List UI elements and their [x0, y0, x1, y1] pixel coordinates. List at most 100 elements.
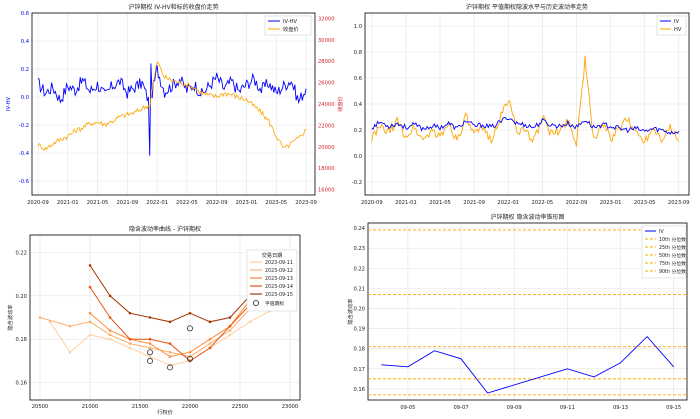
- smile-point: [168, 320, 172, 324]
- right-y-tick-label: 18000: [318, 166, 335, 172]
- cone-plot-frame: [367, 222, 688, 401]
- atm-marker: [186, 355, 193, 362]
- x-tick-label: 2022-05: [176, 200, 198, 206]
- atm-marker: [186, 325, 193, 332]
- x-tick-label: 20500: [32, 404, 49, 410]
- x-tick-label: 22000: [182, 404, 199, 410]
- smile-point: [68, 350, 72, 354]
- x-tick-label: 09-05: [400, 405, 415, 411]
- series-line-0: [37, 63, 307, 156]
- right-y-tick-label: 24000: [318, 102, 335, 108]
- iv-hv-chart-title: 沪锌期权 IV-HV和标的收盘价走势: [128, 3, 218, 11]
- smile-point: [148, 316, 152, 319]
- left-y-tick-label: -0.6: [19, 179, 29, 185]
- smile-point: [68, 324, 72, 328]
- right-y-tick-label: 32000: [318, 16, 335, 22]
- right-y-tick-label: 20000: [318, 145, 335, 151]
- right-y-tick-label: 28000: [318, 59, 335, 65]
- smile-point: [128, 311, 132, 315]
- x-axis-label: 行权价: [157, 408, 173, 416]
- smile-point: [108, 294, 112, 298]
- smile-point: [208, 342, 212, 345]
- x-tick-label: 2023-05: [265, 200, 287, 206]
- legend-entry: IV-HV: [283, 19, 298, 25]
- right-y-tick-label: 22000: [318, 123, 335, 129]
- y-tick-label: 0.16: [15, 381, 27, 387]
- legend-entry: 平值期权: [265, 300, 284, 307]
- smile-point: [148, 337, 152, 341]
- smile-point: [148, 342, 152, 345]
- left-y-tick-label: 0.4: [21, 39, 30, 45]
- smile-point: [228, 316, 232, 319]
- y-tick-label: 0.23: [353, 246, 365, 252]
- cone-chart-title: 沪锌期权 隐含波动率锥形图: [491, 213, 565, 221]
- legend-entry: 10th 分位数: [659, 236, 686, 243]
- right-y-tick-label: 26000: [318, 81, 335, 87]
- y-tick-label: 0.18: [353, 347, 365, 353]
- x-tick-label: 2023-09: [295, 200, 317, 206]
- left-y-tick-label: -0.2: [19, 123, 29, 129]
- smile-point: [108, 337, 112, 341]
- right-y-axis-label: 收盘价: [336, 95, 344, 111]
- x-tick-label: 2023-05: [634, 200, 656, 206]
- x-tick-label: 23000: [282, 404, 299, 410]
- x-tick-label: 09-15: [666, 405, 681, 411]
- x-tick-label: 2021-05: [429, 200, 451, 206]
- smile-point: [108, 333, 112, 337]
- x-tick-label: 21000: [82, 404, 99, 410]
- iv-smile-chart: 隐含波动率曲线 - 沪锌期权 0.16 0.18 0.20 0.22 20500 21000…: [6, 225, 301, 416]
- left-y-tick-label: 0.2: [21, 67, 29, 73]
- smile-line-2023-09-11: [49, 310, 271, 366]
- x-tick-label: 21500: [132, 404, 149, 410]
- smile-point: [128, 346, 132, 350]
- smile-point: [108, 316, 112, 319]
- y-tick-label: 0.20: [15, 294, 27, 300]
- smile-chart-title: 隐含波动率曲线 - 沪锌期权: [129, 225, 201, 233]
- y-axis-label: 隐含波动率: [6, 305, 14, 331]
- atm-marker: [166, 364, 173, 371]
- smile-point: [208, 337, 212, 341]
- right-y-tick-label: 16000: [318, 188, 335, 194]
- y-tick-label: 0.24: [353, 226, 365, 232]
- legend-entry: IV: [674, 19, 680, 25]
- x-tick-label: 2023-01: [236, 200, 258, 206]
- x-tick-label: 2022-01: [146, 200, 168, 206]
- iv-cone-chart: 沪锌期权 隐含波动率锥形图 0.16 0.17 0.18 0.19 0.20 0.21 0.2…: [346, 213, 688, 411]
- smile-point: [88, 320, 92, 324]
- y-tick-label: 0.0: [354, 154, 362, 160]
- left-y-axis-label: IV-HV: [6, 97, 12, 112]
- x-tick-label: 2021-05: [87, 200, 109, 206]
- x-tick-label: 2021-09: [116, 200, 138, 206]
- x-tick-label: 2021-01: [57, 200, 79, 206]
- smile-point: [208, 320, 212, 324]
- atm-chart-title: 沪锌期权 平值期权隐波水平与历史波动率走势: [466, 3, 588, 11]
- x-tick-label: 2022-09: [206, 200, 228, 206]
- series-line-iv: [371, 117, 680, 135]
- smile-point: [48, 320, 52, 324]
- smile-point: [168, 355, 172, 358]
- legend-entry: 50th 分位数: [659, 252, 686, 259]
- smile-point: [248, 320, 252, 324]
- y-tick-label: 0.2: [354, 128, 362, 134]
- legend-entry: HV: [674, 27, 682, 33]
- smile-point: [188, 311, 192, 315]
- y-tick-label: 0.20: [353, 306, 365, 312]
- atm-iv-hv-chart: 沪锌期权 平值期权隐波水平与历史波动率走势 -0.2 0.0 0.2 0.4 0.6 0.8…: [352, 3, 690, 206]
- series-line-hv: [371, 55, 680, 147]
- smile-point: [88, 311, 92, 315]
- smile-point: [228, 329, 232, 332]
- x-tick-label: 2022-01: [497, 200, 519, 206]
- iv-hv-plot-frame: [31, 12, 316, 196]
- right-y-tick-label: 30000: [318, 38, 335, 44]
- legend-entry: 2023-09-14: [265, 284, 293, 290]
- smile-point: [128, 337, 132, 341]
- atm-marker: [146, 357, 153, 364]
- iv-hv-price-chart: 沪锌期权 IV-HV和标的收盘价走势 -0.6 -0.4 -0.2 0.0 0.2 0.4 0…: [6, 3, 344, 206]
- left-y-tick-label: 0.0: [21, 95, 29, 101]
- x-tick-label: 09-13: [613, 405, 628, 411]
- smile-point: [108, 329, 112, 332]
- left-y-tick-label: 0.6: [21, 11, 29, 17]
- x-tick-label: 2022-09: [566, 200, 588, 206]
- atm-marker: [146, 349, 153, 356]
- legend-entry: 2023-09-15: [265, 292, 293, 298]
